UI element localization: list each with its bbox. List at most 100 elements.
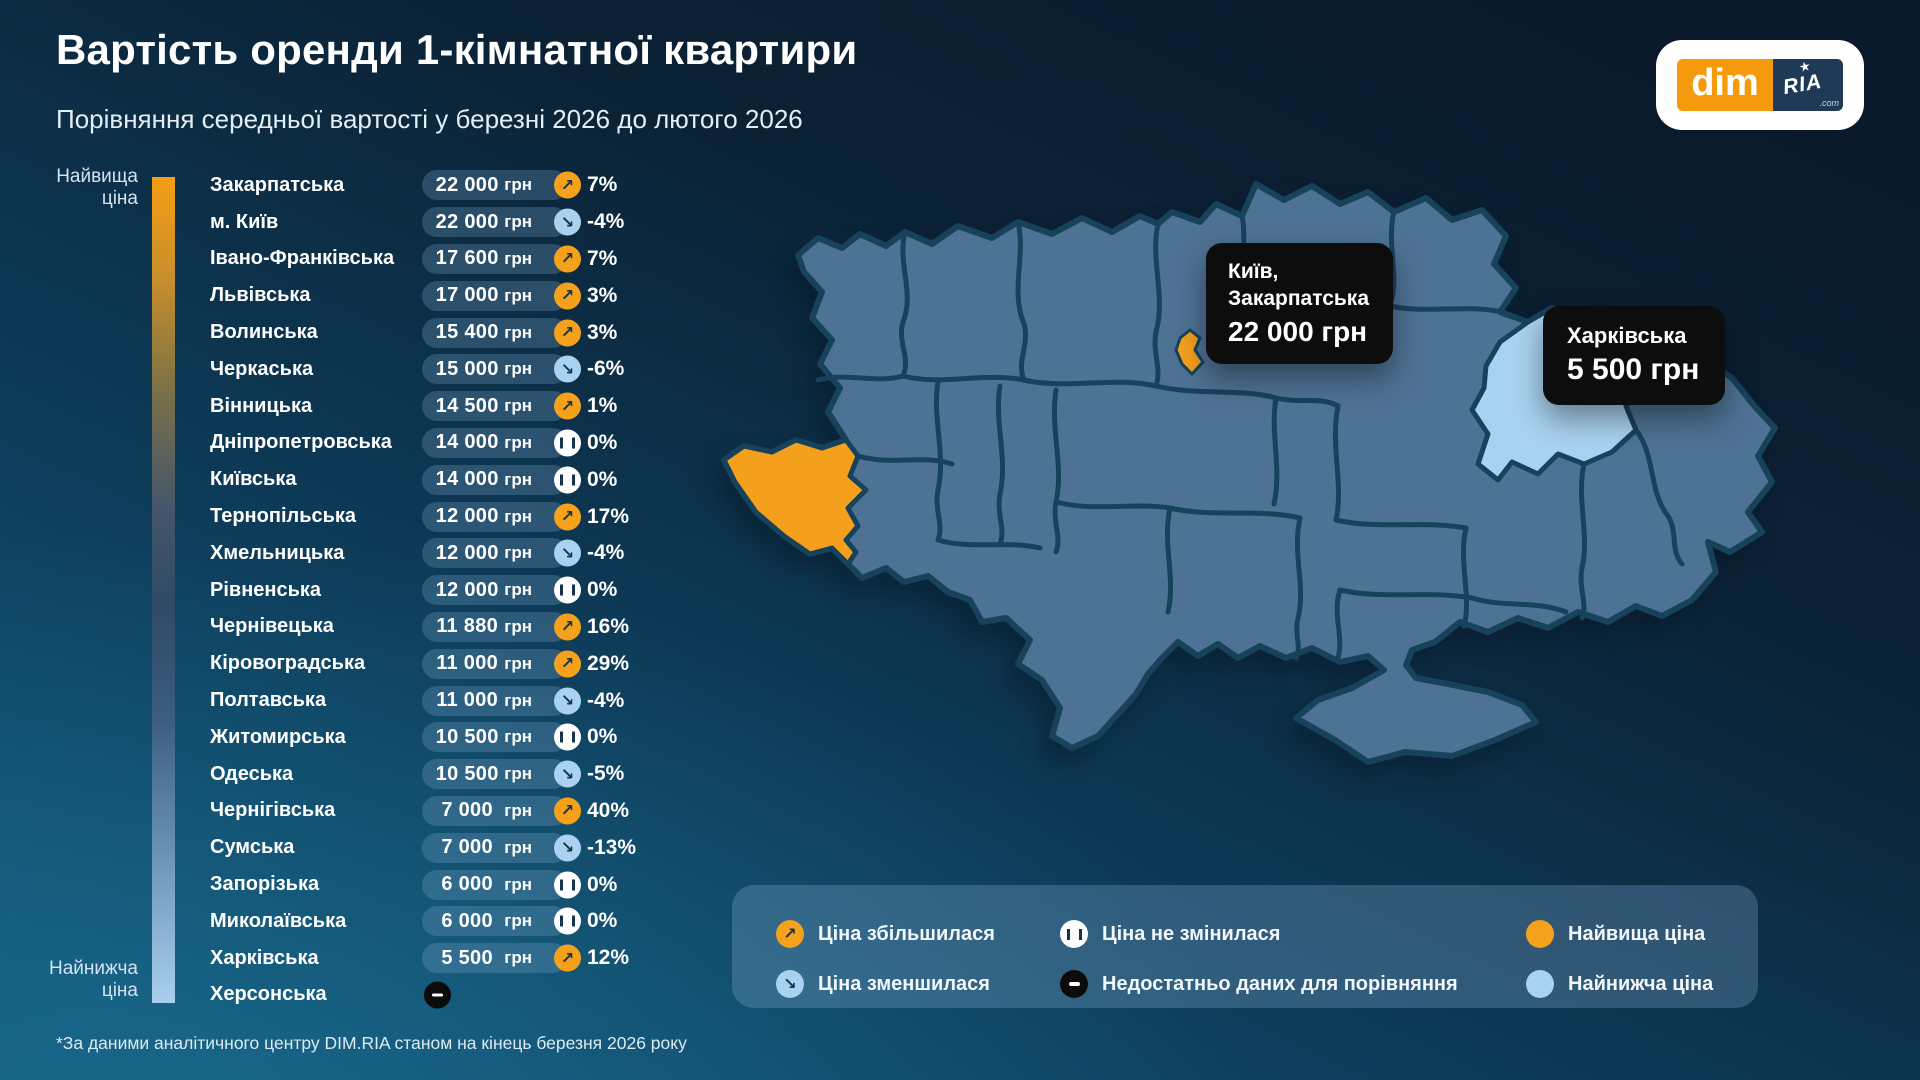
change-percent: 29% bbox=[587, 651, 630, 675]
same-icon bbox=[554, 907, 581, 935]
change-percent: -4% bbox=[587, 210, 625, 234]
up-icon bbox=[554, 319, 581, 347]
currency-label: грн bbox=[504, 396, 532, 416]
region-name: Херсонська bbox=[210, 983, 327, 1006]
currency-label: грн bbox=[504, 874, 532, 894]
region-row: Миколаївська 6 000 грн 0% bbox=[210, 903, 750, 940]
region-name: Івано-Франківська bbox=[210, 247, 395, 270]
currency-label: грн bbox=[504, 359, 532, 379]
dim-logo-box: dim bbox=[1677, 59, 1773, 111]
price-pill-wrap: 6 000 грн bbox=[422, 906, 581, 937]
price-pill: 14 000 грн bbox=[422, 427, 568, 458]
price-pill-wrap: 11 000 грн bbox=[422, 685, 581, 716]
down-icon bbox=[554, 539, 581, 567]
region-name: Житомирська bbox=[210, 725, 346, 748]
price-pill-wrap: 12 000 грн bbox=[422, 575, 581, 606]
currency-label: грн bbox=[504, 212, 532, 232]
price-value: 7 000 bbox=[441, 836, 493, 859]
price-value: 22 000 bbox=[435, 210, 499, 233]
price-pill-wrap: грн bbox=[422, 980, 568, 1010]
same-icon bbox=[554, 466, 581, 494]
page-subtitle: Порівняння середньої вартості у березні … bbox=[56, 104, 803, 134]
price-pill: 14 500 грн bbox=[422, 391, 568, 422]
up-icon bbox=[554, 797, 581, 825]
down-icon bbox=[554, 760, 581, 788]
price-value: 11 000 bbox=[436, 652, 499, 675]
price-pill: 17 600 грн bbox=[422, 243, 568, 274]
footnote: *За даними аналітичного центру DIM.RIA с… bbox=[56, 1033, 687, 1053]
region-name: Київська bbox=[210, 468, 297, 491]
change-percent: 3% bbox=[587, 320, 618, 344]
price-pill-wrap: 7 000 грн bbox=[422, 795, 581, 826]
price-pill: 17 000 грн bbox=[422, 280, 568, 311]
region-row: Дніпропетровська 14 000 грн 0% bbox=[210, 425, 750, 462]
change-percent: 40% bbox=[587, 798, 630, 822]
price-value: 14 000 bbox=[435, 468, 499, 491]
currency-label: грн bbox=[504, 248, 532, 268]
callout-region-line: Закарпатська bbox=[1228, 287, 1370, 310]
region-name: Харківська bbox=[210, 946, 319, 969]
price-pill: 15 000 грн bbox=[422, 354, 568, 385]
price-value: 6 000 bbox=[441, 873, 493, 896]
price-pill: 12 000 грн bbox=[422, 501, 568, 532]
currency-label: грн bbox=[504, 175, 532, 195]
change-percent: -6% bbox=[587, 357, 625, 381]
callout-price: 5 500 грн bbox=[1567, 353, 1700, 386]
region-name: Закарпатська bbox=[210, 173, 345, 196]
price-pill-wrap: 10 500 грн bbox=[422, 722, 581, 753]
region-row: Черкаська 15 000 грн -6% bbox=[210, 351, 750, 388]
region-row: Рівненська 12 000 грн 0% bbox=[210, 572, 750, 609]
legend-item: Найвища ціна bbox=[1526, 920, 1758, 948]
currency-label: грн bbox=[504, 285, 532, 305]
change-percent: 3% bbox=[587, 283, 618, 307]
price-pill-wrap: 12 000 грн bbox=[422, 538, 581, 569]
callout-kharkiv: Харківська 5 500 грн bbox=[1543, 306, 1726, 405]
ria-wordmark: RIA bbox=[1781, 69, 1824, 100]
legend-label: Ціна зменшилася bbox=[818, 972, 990, 995]
currency-label: грн bbox=[504, 948, 532, 968]
region-row: Івано-Франківська 17 600 грн 7% bbox=[210, 241, 750, 278]
price-pill: 11 000 грн bbox=[422, 685, 568, 716]
price-value: 10 500 bbox=[435, 725, 499, 748]
legend-item: Ціна не змінилася bbox=[1060, 920, 1526, 948]
price-value: 12 000 bbox=[435, 505, 499, 528]
region-name: Черкаська bbox=[210, 357, 314, 380]
region-row: Волинська 15 400 грн 3% bbox=[210, 314, 750, 351]
region-row: Київська 14 000 грн 0% bbox=[210, 461, 750, 498]
price-value: 6 000 bbox=[441, 909, 493, 932]
region-name: Кіровоградська bbox=[210, 652, 366, 675]
price-pill-wrap: 14 000 грн bbox=[422, 427, 581, 458]
region-name: Дніпропетровська bbox=[210, 431, 392, 454]
change-percent: 0% bbox=[587, 725, 618, 749]
currency-label: грн bbox=[504, 322, 532, 342]
price-pill: 22 000 грн bbox=[422, 170, 568, 201]
price-value: 15 000 bbox=[435, 357, 499, 380]
price-pill: 6 000 грн bbox=[422, 869, 568, 900]
price-value: 11 000 bbox=[436, 689, 499, 712]
price-value: 22 000 bbox=[435, 173, 499, 196]
region-name: Львівська bbox=[210, 284, 311, 307]
currency-label: грн bbox=[504, 911, 532, 931]
region-row: Херсонська грн bbox=[210, 977, 750, 1014]
legend-item: Недостатньо даних для порівняння bbox=[1060, 970, 1526, 998]
change-percent: 1% bbox=[587, 394, 618, 418]
price-pill-wrap: 14 000 грн bbox=[422, 464, 581, 495]
region-name: Запорізька bbox=[210, 873, 320, 896]
region-row: Чернігівська 7 000 грн 40% bbox=[210, 793, 750, 830]
price-pill-wrap: 6 000 грн bbox=[422, 869, 581, 900]
legend-panel: Ціна збільшилася Ціна не змінилася Найви… bbox=[732, 885, 1758, 1008]
region-row: Одеська 10 500 грн -5% bbox=[210, 756, 750, 793]
price-value: 14 500 bbox=[435, 394, 499, 417]
change-percent: 17% bbox=[587, 504, 630, 528]
price-value: 12 000 bbox=[435, 541, 499, 564]
price-pill: 7 000 грн bbox=[422, 832, 568, 863]
region-name: м. Київ bbox=[210, 210, 279, 233]
change-percent: -5% bbox=[587, 762, 625, 786]
region-name: Чернігівська bbox=[210, 799, 336, 822]
price-pill: 10 500 грн bbox=[422, 722, 568, 753]
same-icon bbox=[554, 429, 581, 457]
change-percent: 16% bbox=[587, 614, 630, 638]
price-pill-wrap: 7 000 грн bbox=[422, 832, 581, 863]
currency-label: грн bbox=[504, 837, 532, 857]
